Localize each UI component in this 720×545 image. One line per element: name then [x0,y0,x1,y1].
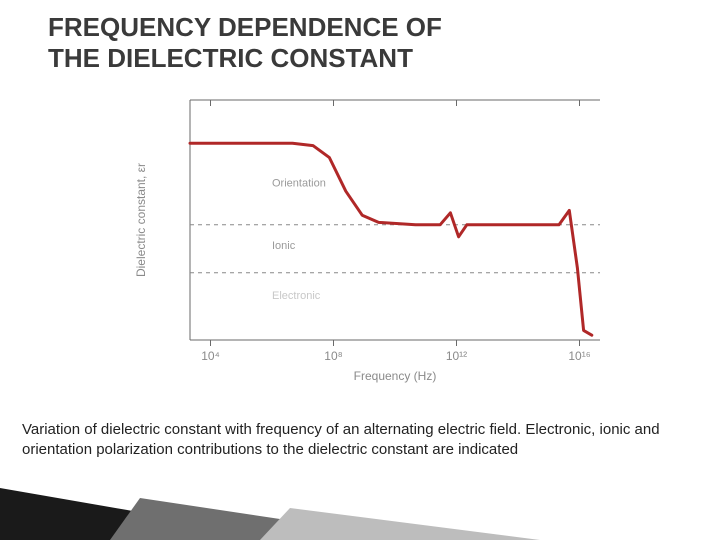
svg-text:Dielectric constant, εr: Dielectric constant, εr [134,163,148,277]
svg-text:10⁸: 10⁸ [324,349,342,363]
decor-svg [0,460,720,540]
svg-text:Orientation: Orientation [272,177,326,189]
chart-svg: 10⁴ 10⁸ 10¹² 10¹⁶ Frequency (Hz) Dielectric c… [120,90,620,390]
svg-text:10¹²: 10¹² [446,349,467,363]
svg-text:10¹⁶: 10¹⁶ [568,349,590,363]
title-line1: FREQUENCY DEPENDENCE OF [48,12,442,43]
decor-triangles [0,460,720,540]
svg-text:Frequency (Hz): Frequency (Hz) [354,369,437,383]
svg-text:Ionic: Ionic [272,240,296,252]
caption-text: Variation of dielectric constant with fr… [22,420,700,461]
svg-text:Electronic: Electronic [272,290,321,302]
svg-text:10⁴: 10⁴ [201,349,220,363]
dielectric-chart: 10⁴ 10⁸ 10¹² 10¹⁶ Frequency (Hz) Dielectric c… [120,90,620,390]
title-line2: THE DIELECTRIC CONSTANT [48,43,442,74]
page-title: FREQUENCY DEPENDENCE OF THE DIELECTRIC C… [48,12,442,74]
